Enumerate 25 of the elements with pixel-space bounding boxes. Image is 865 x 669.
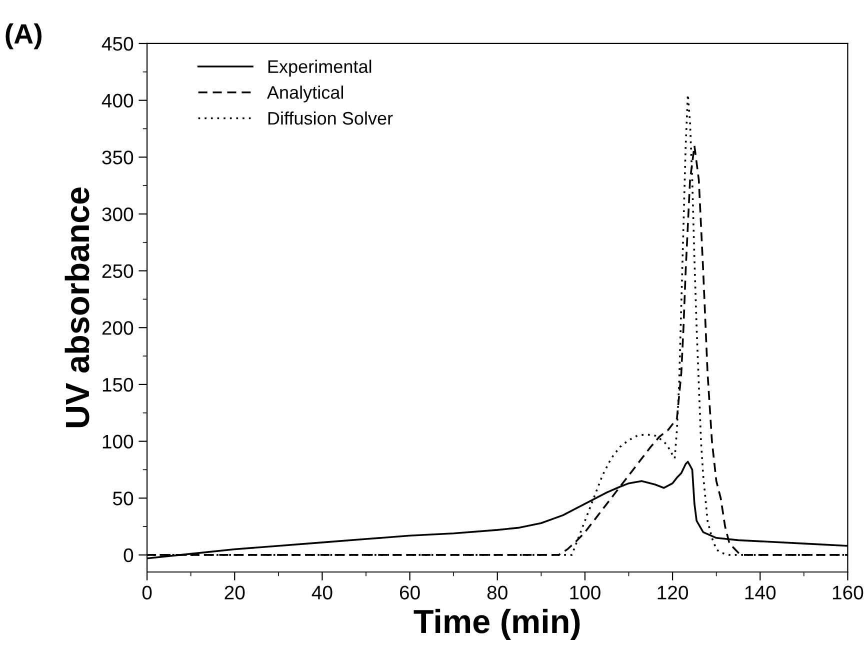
y-tick-label: 200	[102, 321, 134, 335]
y-tick-label: 350	[102, 150, 134, 164]
x-tick-label: 140	[745, 586, 776, 600]
y-tick-label: 50	[113, 492, 134, 506]
x-tick-label: 160	[832, 586, 864, 600]
y-tick-label: 400	[102, 94, 134, 108]
y-tick-label: 300	[102, 207, 134, 222]
legend-label: Analytical	[266, 86, 344, 102]
legend-label: Experimental	[268, 60, 372, 77]
y-axis-title: UV absorbance	[64, 188, 90, 428]
y-tick-label: 100	[102, 434, 134, 449]
x-tick-label: 120	[658, 586, 688, 600]
chart-title: (A)	[6, 23, 42, 50]
x-tick-label: 0	[142, 586, 152, 600]
y-tick-label: 450	[102, 36, 134, 51]
x-tick-label: 100	[570, 586, 600, 600]
x-tick-label: 20	[224, 586, 245, 600]
x-tick-label: 60	[400, 586, 420, 600]
legend-label: Diffusion Solver	[268, 111, 393, 125]
x-tick-label: 40	[312, 586, 332, 600]
x-tick-label: 80	[487, 586, 508, 600]
y-tick-label: 250	[102, 264, 134, 278]
y-tick-label: 150	[102, 378, 134, 392]
x-axis-title: Time (min)	[414, 608, 580, 640]
y-tick-label: 0	[124, 548, 134, 562]
